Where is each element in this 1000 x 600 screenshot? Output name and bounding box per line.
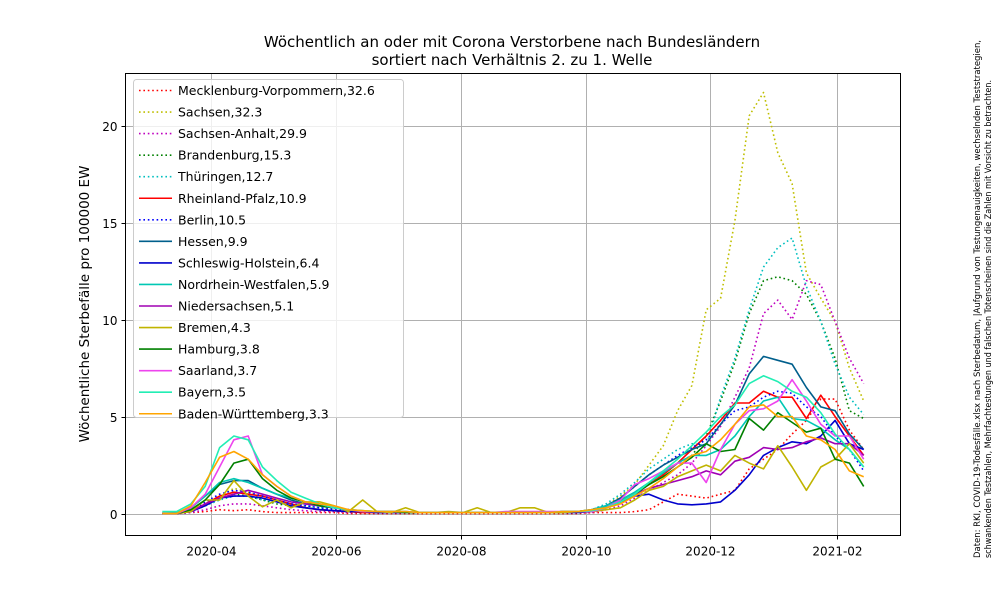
footnote-line-2: schwankenden Testzahlen, Mehrfachtestung… [984, 80, 994, 558]
footnote: Daten: RKI, COVID-19-Todesfälle.xlsx nac… [973, 40, 994, 558]
plot-frame [125, 73, 901, 536]
series-line-sachsen [162, 91, 865, 515]
y-tick-label: 15 [102, 217, 117, 231]
chart-title: Wöchentlich an oder mit Corona Verstorbe… [264, 33, 760, 51]
legend-label-baden-wuerttemberg: Baden-Württemberg,3.3 [178, 406, 329, 421]
legend-label-rheinland-pfalz: Rheinland-Pfalz,10.9 [178, 191, 307, 206]
legend-box [133, 79, 404, 418]
legend-label-berlin: Berlin,10.5 [178, 212, 246, 227]
legend-label-hamburg: Hamburg,3.8 [178, 342, 260, 357]
legend: Mecklenburg-Vorpommern,32.6 Sachsen,32.3 S… [133, 79, 404, 421]
legend-label-hessen: Hessen,9.9 [178, 234, 248, 249]
legend-label-saarland: Saarland,3.7 [178, 363, 257, 378]
x-tick-label: 2020-12 [685, 545, 735, 559]
chart-subtitle: sortiert nach Verhältnis 2. zu 1. Welle [372, 51, 653, 69]
x-tick-label: 2020-04 [186, 545, 236, 559]
y-tick-label: 20 [102, 120, 117, 134]
x-tick-label: 2020-06 [311, 545, 361, 559]
legend-label-sachsen-anhalt: Sachsen-Anhalt,29.9 [178, 126, 307, 141]
x-tick-label: 2020-10 [561, 545, 611, 559]
series-lines [162, 91, 865, 515]
legend-label-nordrhein-westfalen: Nordrhein-Westfalen,5.9 [178, 277, 330, 292]
x-tick-label: 2021-02 [812, 545, 862, 559]
series-line-brandenburg [162, 275, 865, 515]
legend-label-bayern: Bayern,3.5 [178, 385, 246, 400]
legend-label-niedersachsen: Niedersachsen,5.1 [178, 299, 294, 314]
series-line-mecklenburg-vorpommern [162, 398, 865, 515]
axis-ticks: 2020-04 2020-06 2020-08 2020-10 2020-12 2021-… [102, 120, 862, 559]
y-tick-label: 0 [110, 508, 118, 522]
legend-label-mecklenburg-vorpommern: Mecklenburg-Vorpommern,32.6 [178, 83, 375, 98]
series-line-bremen [162, 442, 865, 515]
series-line-baden-wuerttemberg [162, 404, 865, 515]
footnote-line-1: Daten: RKI, COVID-19-Todesfälle.xlsx nac… [973, 40, 983, 558]
y-axis-label: Wöchentliche Sterbefälle pro 100000 EW [77, 166, 93, 443]
y-tick-label: 10 [102, 314, 117, 328]
legend-label-schleswig-holstein: Schleswig-Holstein,6.4 [178, 255, 319, 270]
legend-label-brandenburg: Brandenburg,15.3 [178, 148, 291, 163]
x-tick-label: 2020-08 [436, 545, 486, 559]
y-tick-label: 5 [110, 411, 118, 425]
legend-label-thueringen: Thüringen,12.7 [177, 169, 273, 184]
legend-label-bremen: Bremen,4.3 [178, 320, 251, 335]
legend-label-sachsen: Sachsen,32.3 [178, 105, 262, 120]
